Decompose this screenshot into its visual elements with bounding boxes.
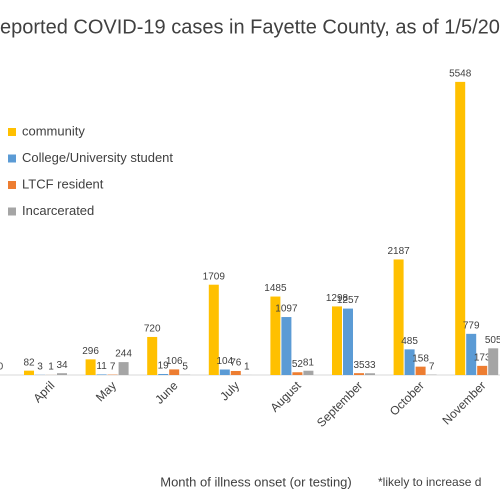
x-tick-label: July: [217, 378, 242, 403]
bar: [365, 373, 375, 375]
value-label: 3: [37, 361, 43, 372]
legend-label: College/University student: [22, 150, 173, 165]
bar: [292, 372, 303, 375]
legend-swatch: [8, 207, 16, 216]
bar: [477, 365, 488, 375]
x-tick-label: September: [314, 378, 365, 429]
x-tick-label: May: [93, 378, 119, 404]
value-label: 76: [230, 358, 242, 369]
x-tick-label: April: [30, 378, 57, 405]
bar: [147, 336, 158, 375]
bar: [230, 370, 241, 375]
value-label: 1: [244, 362, 250, 373]
x-tick-label: August: [267, 378, 304, 415]
value-label: 2187: [387, 246, 410, 257]
bar: [208, 284, 219, 375]
bar: [158, 373, 169, 375]
value-label: 1298: [326, 293, 349, 304]
value-label: 19: [158, 361, 170, 372]
value-label: 1097: [275, 304, 298, 315]
x-tick-label: June: [152, 378, 181, 407]
bar: [118, 362, 129, 375]
value-label: 7: [110, 361, 116, 372]
value-label: 34: [56, 360, 68, 371]
legend-label: community: [22, 123, 85, 138]
value-label: 158: [412, 353, 429, 364]
value-label: 35: [353, 360, 365, 371]
bar: [404, 349, 415, 375]
bar: [354, 373, 364, 375]
legend-swatch: [8, 154, 16, 163]
value-label: 7: [429, 361, 435, 372]
value-label: 33: [364, 360, 376, 371]
value-label: 1: [48, 362, 54, 373]
bar: [169, 369, 180, 375]
bar: [96, 374, 107, 375]
value-label: 1485: [264, 283, 287, 294]
bar: [281, 317, 292, 375]
x-tick-label: October: [387, 378, 427, 418]
value-label: 296: [82, 346, 99, 357]
value-label: 779: [463, 320, 480, 331]
value-label: 5548: [449, 69, 472, 80]
bar: [270, 296, 281, 375]
bar: [24, 370, 34, 375]
bar: [415, 366, 426, 375]
chart-title: eported COVID-19 cases in Fayette County…: [0, 16, 500, 38]
value-label: 104: [216, 356, 233, 367]
bar: [455, 81, 466, 375]
bar: [57, 373, 67, 375]
value-label: 244: [115, 349, 132, 360]
value-label: 81: [303, 357, 315, 368]
value-label: 52: [292, 359, 304, 370]
bar: [303, 370, 314, 375]
value-label: 505: [485, 335, 500, 346]
annotation: *likely to increase d: [378, 475, 481, 489]
value-label: 82: [23, 357, 35, 368]
bar: [393, 259, 404, 375]
value-label: 11: [96, 361, 107, 372]
bar: [219, 369, 230, 375]
bar: [466, 333, 477, 375]
legend-label: Incarcerated: [22, 203, 94, 218]
value-label: 5: [182, 361, 188, 372]
bar: [488, 348, 499, 375]
value-label: 485: [401, 336, 418, 347]
value-label: 0: [0, 362, 4, 373]
value-label: 1257: [337, 295, 360, 306]
bar: [343, 308, 353, 375]
bar: [85, 359, 96, 375]
x-axis-label: Month of illness onset (or testing): [160, 474, 351, 489]
value-label: 720: [144, 324, 161, 335]
bar: [332, 306, 342, 375]
value-label: 173: [474, 353, 491, 364]
value-label: 1709: [203, 271, 226, 282]
legend-swatch: [8, 128, 16, 136]
legend-label: LTCF resident: [22, 176, 104, 191]
value-label: 106: [166, 356, 183, 367]
legend-swatch: [8, 181, 16, 189]
x-tick-label: November: [440, 378, 489, 427]
